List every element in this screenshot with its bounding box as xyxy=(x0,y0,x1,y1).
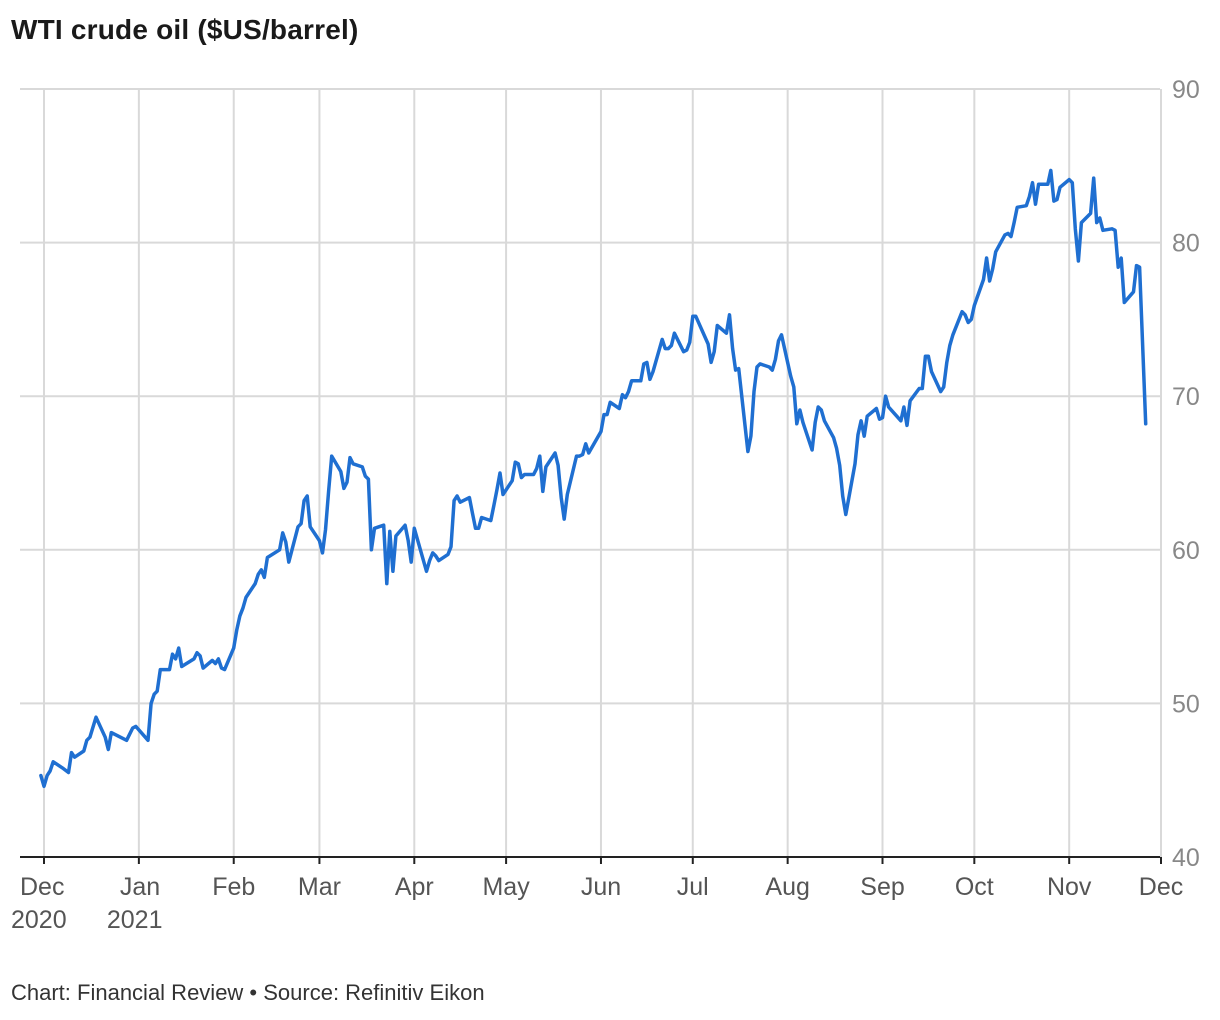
chart-source: Chart: Financial Review • Source: Refini… xyxy=(11,980,485,1005)
x-tick-label: Feb xyxy=(212,873,255,901)
x-tick-label: Apr xyxy=(395,873,434,901)
line-chart: 40 50 60 70 80 90 Dec 2020 Jan 2021 Feb Mar Apr May Ju… xyxy=(11,76,1200,934)
series-line xyxy=(39,168,1148,789)
x-tick-label: Mar xyxy=(298,873,341,901)
x-tick-year-label: 2021 xyxy=(107,906,163,934)
y-tick-label: 80 xyxy=(1172,230,1200,258)
x-tick-year-label: 2020 xyxy=(11,906,67,934)
y-tick-label: 40 xyxy=(1172,844,1200,872)
x-tick-label: Jul xyxy=(677,873,709,901)
x-tick-label: Aug xyxy=(765,873,809,901)
x-tick-label: May xyxy=(482,873,530,901)
x-tick-label: Dec xyxy=(20,873,64,901)
x-tick-label: Oct xyxy=(955,873,994,901)
y-tick-label: 60 xyxy=(1172,537,1200,565)
x-tick-label: Nov xyxy=(1047,873,1092,901)
y-tick-label: 70 xyxy=(1172,383,1200,411)
chart-title: WTI crude oil ($US/barrel) xyxy=(11,14,359,45)
x-tick-label: Dec xyxy=(1139,873,1183,901)
y-tick-label: 50 xyxy=(1172,690,1200,718)
y-tick-label: 90 xyxy=(1172,76,1200,104)
x-tick-label: Jun xyxy=(581,873,621,901)
x-tick-label: Jan xyxy=(120,873,160,901)
x-tick-label: Sep xyxy=(860,873,904,901)
